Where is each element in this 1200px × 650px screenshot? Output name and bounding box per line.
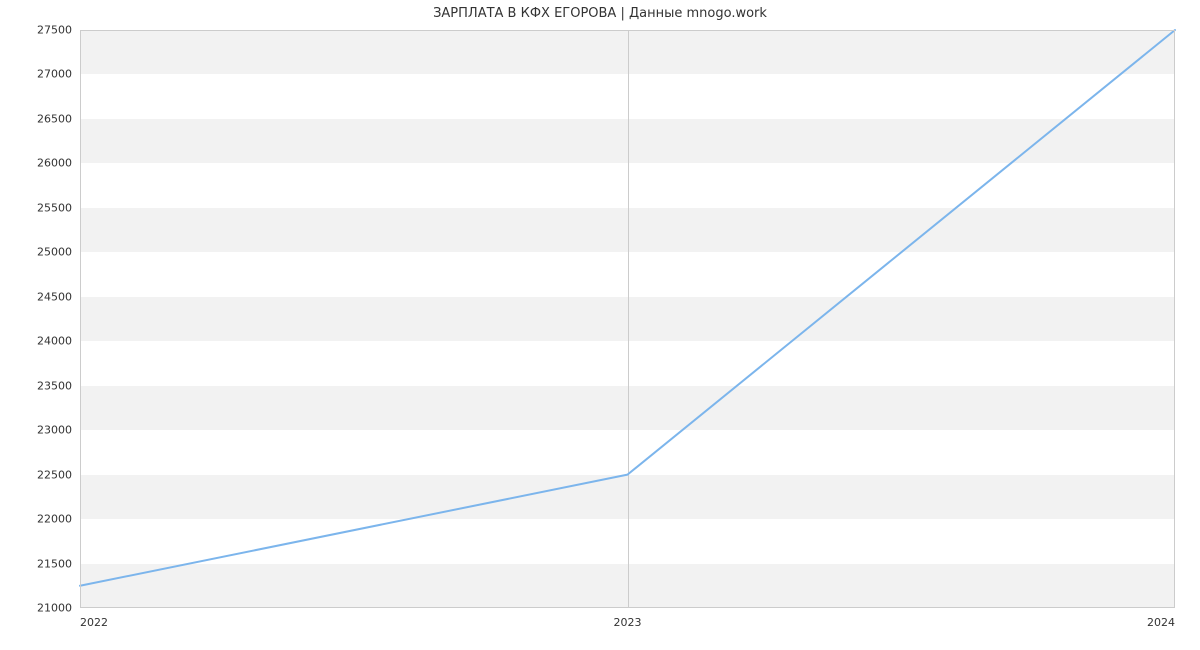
plot-area: 2100021500220002250023000235002400024500… — [80, 30, 1175, 608]
y-tick-label: 22500 — [37, 468, 80, 481]
y-tick-label: 21500 — [37, 557, 80, 570]
y-tick-label: 23500 — [37, 379, 80, 392]
salary-line-chart: ЗАРПЛАТА В КФХ ЕГОРОВА | Данные mnogo.wo… — [0, 0, 1200, 650]
y-tick-label: 21000 — [37, 602, 80, 615]
y-tick-label: 27500 — [37, 24, 80, 37]
y-tick-label: 26500 — [37, 112, 80, 125]
chart-title: ЗАРПЛАТА В КФХ ЕГОРОВА | Данные mnogo.wo… — [0, 6, 1200, 21]
y-tick-label: 22000 — [37, 513, 80, 526]
y-tick-label: 24000 — [37, 335, 80, 348]
plot-border — [80, 30, 1175, 608]
y-tick-label: 26000 — [37, 157, 80, 170]
y-tick-label: 27000 — [37, 68, 80, 81]
y-tick-label: 23000 — [37, 424, 80, 437]
x-tick-label: 2024 — [1147, 608, 1175, 629]
y-tick-label: 24500 — [37, 290, 80, 303]
y-tick-label: 25000 — [37, 246, 80, 259]
x-tick-label: 2022 — [80, 608, 108, 629]
y-tick-label: 25500 — [37, 201, 80, 214]
x-tick-label: 2023 — [614, 608, 642, 629]
